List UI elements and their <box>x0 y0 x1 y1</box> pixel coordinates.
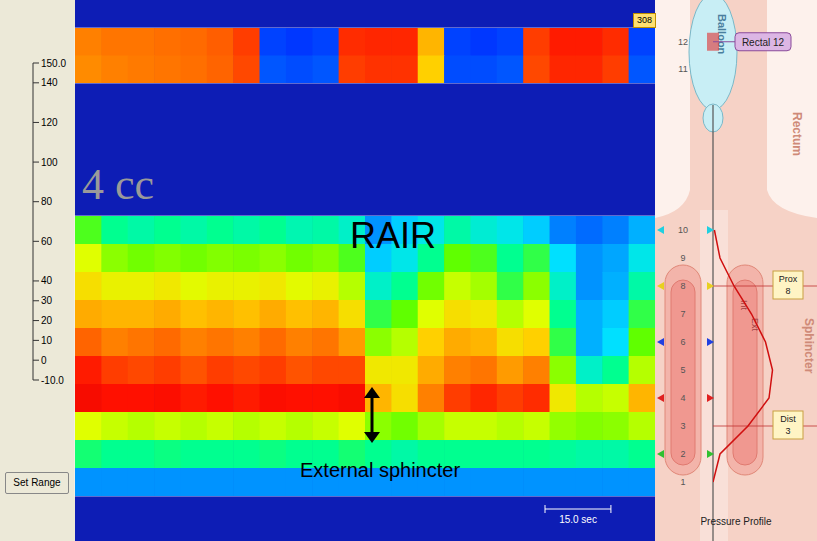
svg-text:12: 12 <box>678 37 688 47</box>
svg-text:Prox: Prox <box>779 274 798 284</box>
svg-text:4: 4 <box>680 393 685 403</box>
svg-text:Dist: Dist <box>780 414 796 424</box>
svg-text:Rectal 12: Rectal 12 <box>742 37 785 48</box>
svg-text:7: 7 <box>680 309 685 319</box>
svg-text:8: 8 <box>785 286 790 296</box>
svg-text:11: 11 <box>678 64 687 74</box>
svg-text:6: 6 <box>680 337 685 347</box>
svg-text:100: 100 <box>41 157 58 168</box>
html-text:4 cc: 4 cc <box>82 160 155 209</box>
svg-text:3: 3 <box>785 426 790 436</box>
svg-text:10: 10 <box>41 335 53 346</box>
svg-text:Rectum: Rectum <box>790 112 804 156</box>
svg-text:Ext: Ext <box>750 318 760 331</box>
svg-text:0: 0 <box>41 355 47 366</box>
svg-text:Pressure Profile: Pressure Profile <box>700 516 772 527</box>
svg-text:60: 60 <box>41 236 53 247</box>
svg-text:5: 5 <box>680 365 685 375</box>
svg-text:80: 80 <box>41 196 53 207</box>
svg-text:10: 10 <box>678 225 688 235</box>
svg-text:40: 40 <box>41 275 53 286</box>
svg-text:30: 30 <box>41 295 53 306</box>
svg-text:Balloon: Balloon <box>716 14 728 55</box>
html-text:RAIR: RAIR <box>350 215 436 256</box>
svg-text:20: 20 <box>41 315 53 326</box>
html-text:15.0 sec: 15.0 sec <box>559 514 597 525</box>
svg-text:120: 120 <box>41 117 58 128</box>
svg-text:140: 140 <box>41 77 58 88</box>
html-text:External sphincter: External sphincter <box>300 459 461 481</box>
html-text:308: 308 <box>637 15 652 25</box>
svg-text:9: 9 <box>680 253 685 263</box>
svg-text:8: 8 <box>680 281 685 291</box>
svg-text:150.0: 150.0 <box>41 58 66 69</box>
svg-text:Int: Int <box>739 300 749 310</box>
svg-text:1: 1 <box>680 477 685 487</box>
svg-text:2: 2 <box>680 449 685 459</box>
svg-text:-10.0: -10.0 <box>41 375 64 386</box>
svg-text:Sphincter: Sphincter <box>802 318 816 374</box>
svg-text:3: 3 <box>680 421 685 431</box>
html-text:Set Range: Set Range <box>13 477 61 488</box>
